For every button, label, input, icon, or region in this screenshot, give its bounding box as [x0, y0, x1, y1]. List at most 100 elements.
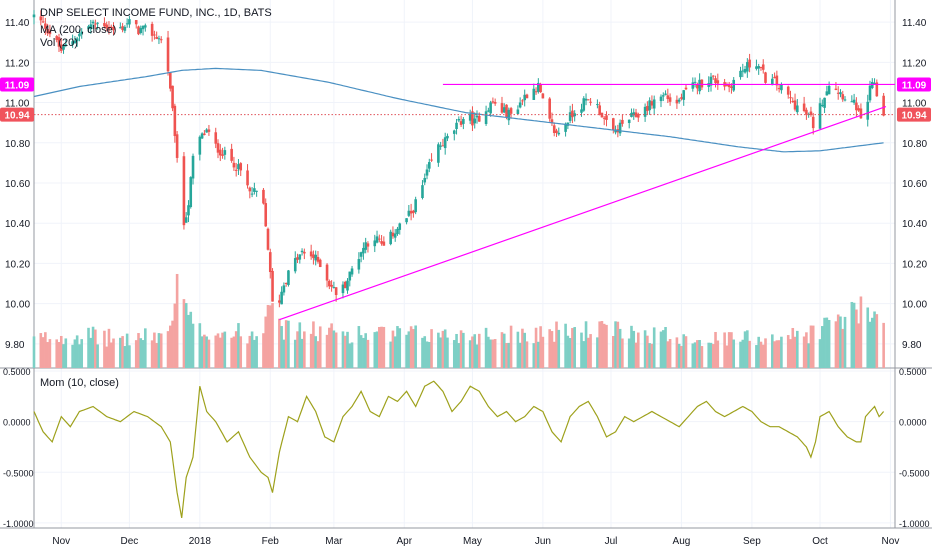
- volume-bar: [232, 336, 236, 368]
- volume-bar: [71, 344, 74, 368]
- volume-bar: [789, 339, 792, 368]
- candle-body: [375, 236, 379, 243]
- price-badge-left: [0, 77, 34, 92]
- candle-body: [587, 99, 590, 101]
- volume-bar: [62, 344, 65, 368]
- volume-bar: [843, 316, 847, 368]
- candle-body: [216, 143, 220, 153]
- volume-bar: [205, 336, 208, 368]
- volume-bar: [271, 303, 274, 368]
- volume-bar: [791, 327, 795, 368]
- volume-bar: [537, 341, 540, 368]
- volume-bar: [409, 326, 413, 368]
- volume-bar: [128, 345, 131, 368]
- volume-bar: [153, 332, 156, 368]
- osc-tick-label-left: -0.5000: [3, 468, 34, 478]
- candle-body: [137, 26, 140, 35]
- candle-body: [677, 99, 681, 102]
- candle-body: [684, 87, 688, 90]
- volume-bar: [630, 325, 633, 368]
- candle-body: [775, 75, 779, 86]
- candle-body: [725, 84, 729, 86]
- candle-body: [105, 24, 108, 29]
- candle-body: [128, 19, 131, 25]
- volume-bar: [714, 331, 717, 368]
- volume-bar: [452, 340, 456, 368]
- volume-bar: [775, 340, 779, 368]
- candle-body: [421, 185, 424, 199]
- oscillator-axis-ticks: 0.5000 0.5000 0.0000 0.0000 -0.5000 -0.5000 -1…: [3, 367, 930, 529]
- candle-body: [741, 70, 745, 72]
- candle-body: [555, 130, 558, 134]
- ma-legend[interactable]: MA (200, close): [40, 24, 116, 36]
- candle-body: [859, 108, 863, 119]
- volume-bar: [484, 327, 488, 368]
- volume-bar: [668, 339, 672, 368]
- volume-bar: [839, 316, 842, 368]
- volume-bar: [362, 337, 365, 368]
- volume-bar: [398, 328, 402, 368]
- candle-body: [427, 162, 431, 169]
- candle-body: [605, 115, 608, 120]
- volume-bar: [875, 314, 879, 368]
- candle-body: [564, 123, 567, 132]
- volume-bar: [46, 342, 49, 368]
- candle-body: [630, 112, 633, 117]
- volume-bar: [407, 331, 411, 368]
- volume-bar: [359, 335, 363, 368]
- candle-body: [166, 37, 170, 72]
- candle-body: [303, 251, 306, 254]
- volume-bar: [859, 296, 863, 368]
- candle-body: [409, 210, 413, 214]
- volume-bar: [489, 339, 492, 368]
- volume-bar: [477, 333, 481, 368]
- candle-body: [207, 129, 211, 132]
- volume-bar: [643, 330, 647, 368]
- candle-body: [818, 103, 822, 129]
- candle-body: [666, 95, 670, 100]
- volume-bar: [78, 344, 81, 368]
- volume-bar: [246, 343, 249, 368]
- price-tick-label-right: 11.00: [902, 99, 927, 110]
- trend-line[interactable]: [279, 106, 887, 321]
- volume-bar: [698, 340, 701, 368]
- volume-bar: [573, 327, 576, 368]
- time-tick-label: Dec: [121, 536, 139, 547]
- osc-tick-label-right: -1.0000: [899, 519, 930, 529]
- candle-body: [462, 118, 465, 124]
- candle-body: [364, 242, 367, 250]
- candle-body: [532, 88, 536, 100]
- candle-body: [743, 69, 747, 73]
- candle-body: [280, 291, 283, 305]
- time-tick-label: Jul: [605, 536, 618, 547]
- volume-bar: [287, 320, 290, 368]
- volume-bar: [414, 325, 417, 368]
- momentum-legend[interactable]: Mom (10, close): [40, 377, 119, 389]
- volume-bar: [328, 327, 331, 368]
- candle-body: [325, 264, 329, 281]
- volume-bar: [457, 343, 461, 368]
- volume-bar: [64, 338, 68, 368]
- price-tick-label-left: 11.20: [5, 58, 30, 69]
- candle-body: [284, 283, 288, 285]
- volume-bar: [507, 342, 511, 368]
- volume-bar: [123, 346, 127, 368]
- candle-body: [71, 41, 74, 45]
- candle-body: [664, 93, 667, 95]
- volume-bar: [693, 342, 697, 368]
- price-tick-label-left: 11.00: [5, 99, 30, 110]
- candle-body: [441, 145, 445, 147]
- candle-body: [516, 109, 520, 114]
- price-tick-label-left: 10.20: [5, 259, 30, 270]
- volume-bar: [509, 325, 513, 368]
- volume-bar: [439, 337, 442, 368]
- volume-legend[interactable]: Vol (20): [40, 37, 78, 49]
- candle-body: [232, 162, 236, 168]
- candle-body: [328, 280, 331, 287]
- candle-body: [700, 79, 704, 88]
- candle-body: [771, 78, 774, 86]
- candle-body: [852, 99, 856, 103]
- price-badge-left-label: 10.94: [4, 111, 29, 122]
- volume-bar: [621, 338, 624, 368]
